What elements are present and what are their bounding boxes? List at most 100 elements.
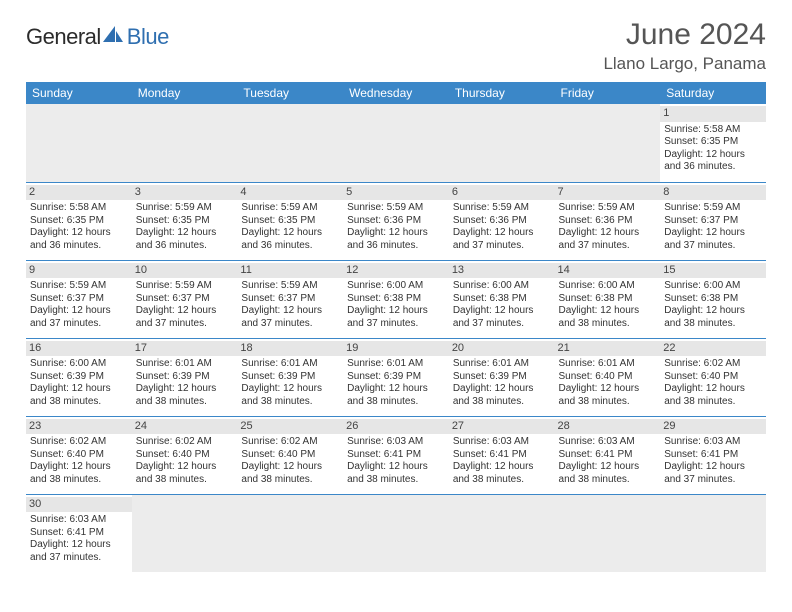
daylight-text: Daylight: 12 hours and 37 minutes. (241, 305, 339, 330)
sunset-text: Sunset: 6:40 PM (559, 371, 657, 384)
weekday-header-row: Sunday Monday Tuesday Wednesday Thursday… (26, 82, 766, 104)
calendar-week-row: 9Sunrise: 5:59 AMSunset: 6:37 PMDaylight… (26, 260, 766, 338)
day-number: 30 (26, 497, 132, 513)
daylight-text: Daylight: 12 hours and 38 minutes. (559, 383, 657, 408)
day-number: 21 (555, 341, 661, 357)
sunset-text: Sunset: 6:36 PM (453, 215, 551, 228)
calendar-week-row: 30Sunrise: 6:03 AMSunset: 6:41 PMDayligh… (26, 494, 766, 572)
sunrise-text: Sunrise: 5:58 AM (30, 202, 128, 215)
daylight-text: Daylight: 12 hours and 38 minutes. (347, 383, 445, 408)
sunset-text: Sunset: 6:41 PM (664, 449, 762, 462)
day-number: 25 (237, 419, 343, 435)
calendar-day-cell: 24Sunrise: 6:02 AMSunset: 6:40 PMDayligh… (132, 416, 238, 494)
sunset-text: Sunset: 6:37 PM (136, 293, 234, 306)
sunrise-text: Sunrise: 6:03 AM (347, 436, 445, 449)
calendar-day-cell: 29Sunrise: 6:03 AMSunset: 6:41 PMDayligh… (660, 416, 766, 494)
calendar-day-cell (449, 104, 555, 182)
calendar-day-cell: 18Sunrise: 6:01 AMSunset: 6:39 PMDayligh… (237, 338, 343, 416)
sunrise-text: Sunrise: 6:01 AM (559, 358, 657, 371)
weekday-header: Tuesday (237, 82, 343, 104)
day-number: 18 (237, 341, 343, 357)
sunset-text: Sunset: 6:38 PM (347, 293, 445, 306)
daylight-text: Daylight: 12 hours and 36 minutes. (241, 227, 339, 252)
sunrise-text: Sunrise: 5:59 AM (136, 280, 234, 293)
sunrise-text: Sunrise: 5:59 AM (241, 280, 339, 293)
day-number: 28 (555, 419, 661, 435)
sunrise-text: Sunrise: 5:59 AM (664, 202, 762, 215)
weekday-header: Saturday (660, 82, 766, 104)
location-label: Llano Largo, Panama (603, 54, 766, 74)
daylight-text: Daylight: 12 hours and 38 minutes. (241, 383, 339, 408)
calendar-week-row: 2Sunrise: 5:58 AMSunset: 6:35 PMDaylight… (26, 182, 766, 260)
daylight-text: Daylight: 12 hours and 36 minutes. (30, 227, 128, 252)
daylight-text: Daylight: 12 hours and 38 minutes. (30, 383, 128, 408)
weekday-header: Thursday (449, 82, 555, 104)
daylight-text: Daylight: 12 hours and 38 minutes. (664, 383, 762, 408)
day-number: 13 (449, 263, 555, 279)
daylight-text: Daylight: 12 hours and 36 minutes. (664, 149, 762, 174)
calendar-day-cell: 4Sunrise: 5:59 AMSunset: 6:35 PMDaylight… (237, 182, 343, 260)
title-block: June 2024 Llano Largo, Panama (603, 18, 766, 74)
day-number: 10 (132, 263, 238, 279)
sunset-text: Sunset: 6:35 PM (30, 215, 128, 228)
sunset-text: Sunset: 6:40 PM (30, 449, 128, 462)
calendar-day-cell: 25Sunrise: 6:02 AMSunset: 6:40 PMDayligh… (237, 416, 343, 494)
sunset-text: Sunset: 6:38 PM (559, 293, 657, 306)
calendar-day-cell (555, 494, 661, 572)
calendar-day-cell: 7Sunrise: 5:59 AMSunset: 6:36 PMDaylight… (555, 182, 661, 260)
logo: General Blue (26, 24, 169, 50)
day-number: 11 (237, 263, 343, 279)
day-number: 8 (660, 185, 766, 201)
sunset-text: Sunset: 6:35 PM (241, 215, 339, 228)
month-title: June 2024 (603, 18, 766, 52)
calendar-week-row: 23Sunrise: 6:02 AMSunset: 6:40 PMDayligh… (26, 416, 766, 494)
calendar-day-cell: 6Sunrise: 5:59 AMSunset: 6:36 PMDaylight… (449, 182, 555, 260)
daylight-text: Daylight: 12 hours and 37 minutes. (664, 227, 762, 252)
daylight-text: Daylight: 12 hours and 38 minutes. (347, 461, 445, 486)
sunset-text: Sunset: 6:39 PM (453, 371, 551, 384)
calendar-day-cell (237, 104, 343, 182)
sunrise-text: Sunrise: 6:03 AM (30, 514, 128, 527)
sunset-text: Sunset: 6:39 PM (241, 371, 339, 384)
sunrise-text: Sunrise: 5:58 AM (664, 124, 762, 137)
weekday-header: Friday (555, 82, 661, 104)
sunset-text: Sunset: 6:38 PM (453, 293, 551, 306)
daylight-text: Daylight: 12 hours and 36 minutes. (347, 227, 445, 252)
sunset-text: Sunset: 6:41 PM (453, 449, 551, 462)
sunrise-text: Sunrise: 6:01 AM (347, 358, 445, 371)
day-number: 24 (132, 419, 238, 435)
daylight-text: Daylight: 12 hours and 37 minutes. (30, 305, 128, 330)
calendar-day-cell: 5Sunrise: 5:59 AMSunset: 6:36 PMDaylight… (343, 182, 449, 260)
day-number: 27 (449, 419, 555, 435)
calendar-day-cell (343, 494, 449, 572)
calendar-day-cell: 15Sunrise: 6:00 AMSunset: 6:38 PMDayligh… (660, 260, 766, 338)
day-number: 20 (449, 341, 555, 357)
sunrise-text: Sunrise: 5:59 AM (559, 202, 657, 215)
calendar-day-cell (26, 104, 132, 182)
calendar-day-cell: 12Sunrise: 6:00 AMSunset: 6:38 PMDayligh… (343, 260, 449, 338)
sunrise-text: Sunrise: 6:00 AM (347, 280, 445, 293)
sunrise-text: Sunrise: 6:02 AM (664, 358, 762, 371)
sunset-text: Sunset: 6:40 PM (136, 449, 234, 462)
sunset-text: Sunset: 6:41 PM (347, 449, 445, 462)
sunrise-text: Sunrise: 6:03 AM (664, 436, 762, 449)
sunset-text: Sunset: 6:36 PM (347, 215, 445, 228)
sunset-text: Sunset: 6:35 PM (664, 136, 762, 149)
sunset-text: Sunset: 6:37 PM (241, 293, 339, 306)
calendar-day-cell: 23Sunrise: 6:02 AMSunset: 6:40 PMDayligh… (26, 416, 132, 494)
sunset-text: Sunset: 6:39 PM (347, 371, 445, 384)
sail-icon (103, 26, 125, 49)
sunset-text: Sunset: 6:36 PM (559, 215, 657, 228)
day-number: 23 (26, 419, 132, 435)
day-number: 1 (660, 106, 766, 122)
sunrise-text: Sunrise: 5:59 AM (136, 202, 234, 215)
calendar-week-row: 16Sunrise: 6:00 AMSunset: 6:39 PMDayligh… (26, 338, 766, 416)
calendar-week-row: 1 Sunrise: 5:58 AMSunset: 6:35 PMDaylight… (26, 104, 766, 182)
calendar-table: Sunday Monday Tuesday Wednesday Thursday… (26, 82, 766, 572)
sunrise-text: Sunrise: 6:02 AM (30, 436, 128, 449)
day-number: 29 (660, 419, 766, 435)
sunset-text: Sunset: 6:40 PM (241, 449, 339, 462)
logo-text-general: General (26, 24, 101, 50)
day-number: 19 (343, 341, 449, 357)
daylight-text: Daylight: 12 hours and 36 minutes. (136, 227, 234, 252)
